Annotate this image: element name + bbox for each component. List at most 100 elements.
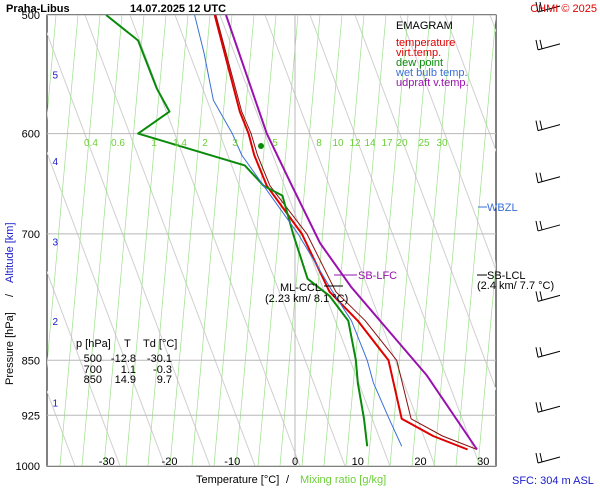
series-udpraft-v-temp	[225, 15, 478, 451]
mixing-ratio-label: 8	[316, 138, 322, 149]
table-cell: 1.1	[121, 364, 136, 376]
dry-adiabat-line	[264, 15, 436, 466]
y-tick-label: 925	[22, 410, 40, 422]
mixing-ratio-line	[477, 259, 496, 466]
wind-barb-flag	[539, 402, 543, 412]
legend-virt-temp: virt.temp.	[396, 47, 441, 59]
wind-barb-flag	[539, 172, 543, 182]
x-tick-label: 0	[292, 456, 298, 468]
mixing-ratio-line	[213, 15, 255, 466]
mixing-ratio-label: 5	[272, 138, 278, 149]
y-tick-label: 500	[22, 10, 40, 22]
mixing-ratio-label: 30	[436, 138, 448, 149]
sounding-table: p [hPa] T Td [°C] 500 -12.8 -30.1 700 1.…	[76, 338, 177, 386]
table-cell: -0.3	[153, 364, 172, 376]
table-cell: -30.1	[147, 353, 172, 365]
table-cell: 14.9	[115, 374, 136, 386]
mixing-ratio-line	[279, 15, 321, 466]
mixing-ratio-line	[81, 15, 123, 466]
mixing-ratio-line	[235, 15, 277, 466]
y-axis-altitude-label: Altitude [km]	[4, 222, 16, 283]
x-tick-label: -20	[162, 456, 178, 468]
dry-adiabat-line	[399, 15, 496, 272]
mixing-ratio-line	[433, 15, 475, 466]
marker-layer	[258, 143, 487, 287]
mixing-ratio-line	[103, 15, 145, 466]
wind-barb	[535, 1, 561, 13]
mixing-ratio-line	[125, 15, 167, 466]
mixing-ratio-line	[566, 15, 600, 466]
mixing-ratio-line	[455, 15, 496, 466]
table-header-t: T	[124, 338, 131, 350]
legend-wet-bulb: wet bulb temp.	[395, 67, 468, 79]
mixing-ratio-line	[323, 15, 365, 466]
table-header-p: p [hPa]	[76, 338, 111, 350]
legend-updraft: udpraft v.temp.	[396, 77, 469, 89]
mixing-ratio-line	[59, 15, 101, 466]
wind-barb	[535, 347, 561, 358]
station-title: Praha-Libus	[6, 3, 70, 15]
mixing-ratio-line	[169, 15, 211, 466]
legend-title: EMAGRAM	[396, 20, 453, 32]
y-tick-label: 600	[22, 129, 40, 141]
y-axis-title: Pressure [hPa] / Altitude [km]	[4, 222, 16, 385]
wind-barb	[535, 291, 561, 302]
wind-barb-flag	[535, 120, 539, 131]
mixing-ratio-label: 0.6	[111, 138, 125, 149]
wind-barb	[535, 220, 561, 232]
mixing-ratio-label: 10	[332, 138, 344, 149]
x-axis-temp-label: Temperature [°C]	[196, 474, 279, 486]
series-layer	[105, 15, 478, 451]
wind-barb-flag	[535, 402, 539, 413]
mixing-ratio-line	[544, 15, 584, 466]
dry-adiabat-line	[444, 15, 496, 152]
altitude-tick-label: 2	[52, 317, 58, 328]
wind-barbs	[535, 1, 561, 464]
dry-adiabat-line	[47, 32, 211, 466]
mixing-ratio-line	[47, 15, 79, 369]
mixing-ratio-line	[147, 15, 189, 466]
table-cell: 9.7	[157, 374, 172, 386]
wind-barb-flag	[535, 220, 539, 232]
wind-barb-flag	[535, 291, 539, 302]
y-tick-label: 700	[22, 229, 40, 241]
mixing-ratio-line	[191, 15, 233, 466]
x-axis-separator: /	[286, 474, 290, 486]
dry-adiabat-line	[84, 15, 256, 466]
dewpoint-marker	[258, 143, 264, 149]
series-wet-bulb-temp	[194, 15, 403, 447]
sb-lcl-label: SB-LCL	[487, 270, 526, 282]
x-tick-label: 20	[414, 456, 426, 468]
mixing-ratio-line	[47, 15, 57, 121]
mixing-ratio-line	[389, 15, 431, 466]
x-tick-label: -30	[99, 456, 115, 468]
mixing-ratio-line	[522, 15, 562, 466]
ml-ccl-detail: (2.23 km/ 8.1 °C)	[265, 293, 348, 305]
wind-barb-flag	[539, 220, 543, 231]
dry-adiabat-line	[47, 270, 121, 466]
wind-barb-flag	[539, 452, 543, 463]
mixing-ratio-label: 17	[381, 138, 393, 149]
dry-adiabat-line	[354, 15, 496, 391]
table-header-td: Td [°C]	[143, 338, 177, 350]
mixing-ratio-line	[500, 15, 540, 466]
mixing-ratio-line	[345, 15, 387, 466]
wind-barb-flag	[535, 452, 539, 464]
wind-barb	[535, 452, 561, 464]
sb-lcl-detail: (2.4 km/ 7.7 °C)	[477, 280, 554, 292]
table-cell: 500	[84, 353, 102, 365]
dry-adiabat-line	[489, 15, 496, 33]
y-axis-pressure-label: Pressure [hPa]	[4, 312, 16, 385]
series-virt-temp	[215, 15, 478, 450]
wind-barb-flag	[539, 39, 543, 50]
y-tick-label: 850	[22, 355, 40, 367]
x-tick-label: -10	[224, 456, 240, 468]
wind-barb-flag	[539, 347, 543, 357]
wind-barb	[535, 172, 561, 184]
altitude-tick-label: 1	[52, 398, 58, 409]
y-axis-separator: /	[4, 293, 16, 297]
table-cell: 700	[84, 364, 102, 376]
wind-barb-flag	[535, 1, 539, 13]
altitude-tick-label: 3	[52, 237, 58, 248]
